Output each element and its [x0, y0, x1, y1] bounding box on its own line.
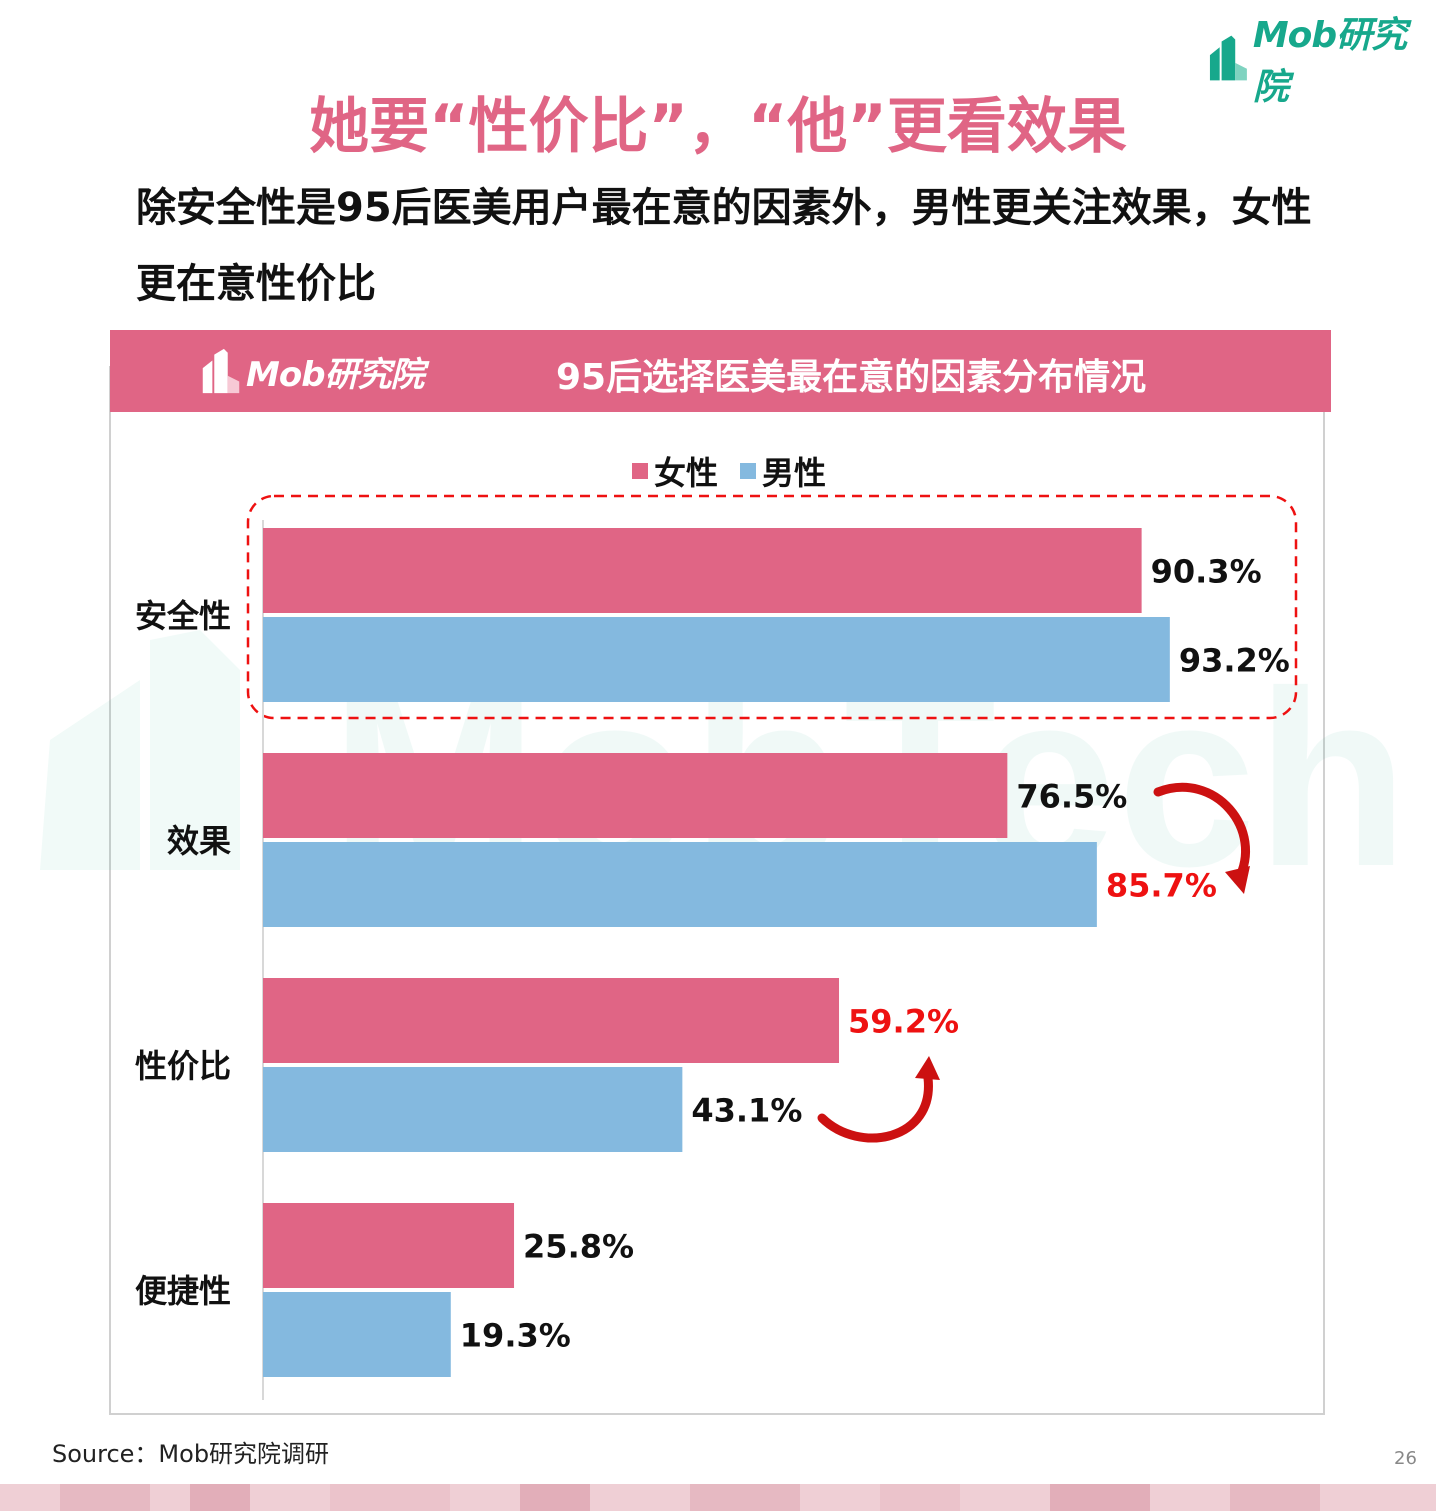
bar-0-male	[263, 617, 1170, 702]
data-label-1-male: 85.7%	[1106, 867, 1217, 905]
bar-1-male	[263, 842, 1097, 927]
category-label-2: 性价比	[135, 1047, 231, 1085]
bar-3-female	[263, 1203, 515, 1288]
page-subtitle: 除安全性是95后医美用户最在意的因素外，男性更关注效果，女性更在意性价比	[136, 185, 1312, 307]
legend-label-female: 女性	[654, 454, 719, 492]
category-label-1: 效果	[167, 822, 231, 860]
header-logo: Mob研究院	[200, 342, 425, 400]
legend-swatch-male	[740, 463, 757, 479]
chart-title: 95后选择医美最在意的因素分布情况	[556, 357, 1147, 398]
data-label-2-female: 59.2%	[848, 1003, 959, 1041]
data-label-3-male: 19.3%	[460, 1317, 571, 1355]
source-note: Source：Mob研究院调研	[52, 1440, 330, 1468]
category-label-0: 安全性	[135, 597, 231, 635]
legend-swatch-female	[632, 463, 648, 479]
brand-logo: Mob研究院	[1208, 15, 1436, 108]
highlight-box	[246, 494, 1298, 720]
data-label-3-female: 25.8%	[523, 1228, 634, 1266]
header-logo-text: Mob研究院	[246, 354, 425, 395]
building-icon	[202, 348, 240, 394]
curved-arrow-effect	[1153, 782, 1251, 894]
page-number: 26	[1394, 1448, 1417, 1469]
data-label-2-male: 43.1%	[691, 1092, 802, 1130]
page-title: 她要“性价比”，“他”更看效果	[309, 92, 1127, 162]
bar-3-male	[263, 1292, 451, 1377]
bar-2-female	[263, 978, 840, 1063]
category-label-3: 便捷性	[135, 1272, 231, 1310]
data-label-0-male: 93.2%	[1179, 642, 1290, 680]
curved-arrow-value	[817, 1056, 940, 1143]
bottom-decor-band	[0, 1484, 1436, 1511]
chart-header: Mob研究院 95后选择医美最在意的因素分布情况	[110, 330, 1331, 412]
bar-1-female	[263, 753, 1008, 838]
brand-logo-text: Mob研究院	[1252, 15, 1407, 108]
chart-legend: 女性 男性	[632, 448, 848, 494]
bar-0-female	[263, 528, 1142, 613]
building-icon	[1209, 35, 1247, 81]
data-label-0-female: 90.3%	[1151, 553, 1262, 591]
data-label-1-female: 76.5%	[1016, 778, 1127, 816]
legend-label-male: 男性	[762, 454, 827, 492]
legend-item-female: 女性	[632, 448, 718, 494]
legend-item-male: 男性	[740, 448, 826, 494]
bar-2-male	[263, 1067, 683, 1152]
